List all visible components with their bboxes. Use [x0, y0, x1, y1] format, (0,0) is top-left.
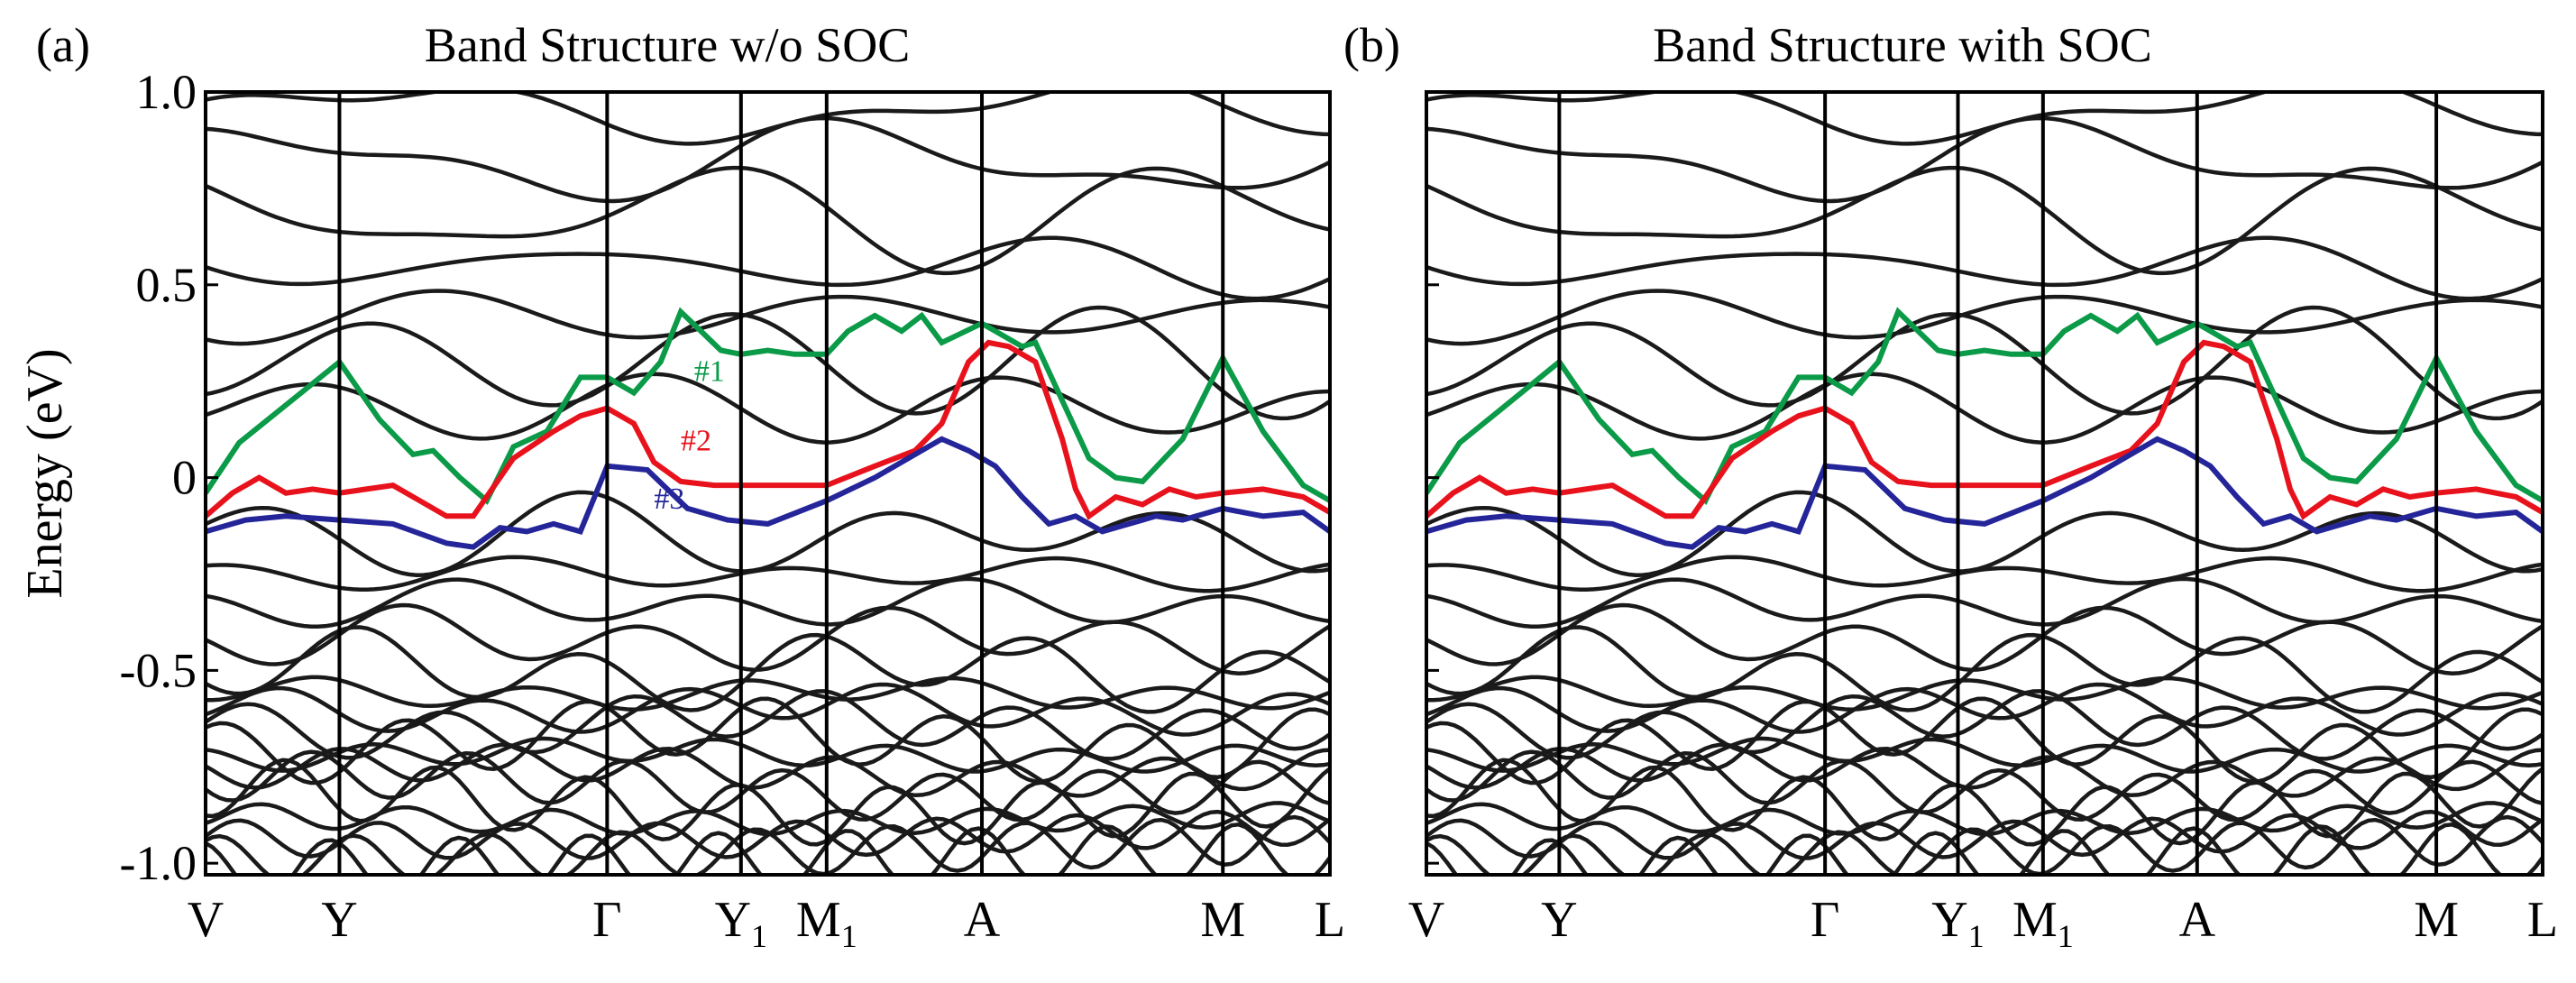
band-line-6 — [206, 372, 1330, 445]
band-line-11 — [1426, 625, 2543, 714]
kpoint-label: L — [2527, 892, 2558, 948]
highlighted-band-1 — [1426, 307, 2543, 506]
band-line-7 — [1426, 490, 2543, 577]
band-line-22 — [1426, 814, 2543, 875]
y-tick-label: 0.5 — [136, 258, 197, 312]
band-line-5 — [1426, 305, 2543, 421]
band-lines — [1426, 92, 2543, 875]
band-label-2: #2 — [681, 425, 711, 458]
band-line-19 — [206, 758, 1330, 847]
band-line-23 — [206, 822, 1330, 875]
kpoint-label: M1 — [796, 892, 857, 954]
band-label-3: #3 — [654, 482, 684, 516]
panel-a-label: (a) — [36, 18, 90, 72]
band-line-16 — [1426, 736, 2543, 774]
panel-a-title: Band Structure w/o SOC — [425, 18, 910, 72]
band-line-19 — [1426, 758, 2543, 847]
band-label-1: #1 — [694, 355, 725, 389]
band-line-7 — [206, 490, 1330, 577]
band-line-6 — [1426, 372, 2543, 445]
kpoint-label: M — [2414, 892, 2459, 948]
kpoint-label: Y — [321, 892, 357, 948]
band-line-15 — [206, 696, 1330, 785]
band-line-1 — [1426, 115, 2543, 204]
highlighted-band-1 — [206, 307, 1330, 505]
highlighted-band-2 — [1426, 339, 2543, 520]
band-line-11 — [206, 625, 1330, 714]
band-line-16 — [206, 736, 1330, 774]
panel-b-band-structure-with-soc: (b) Band Structure with SOC V Y Γ Y1 M1 A M L — [1343, 18, 2558, 954]
band-line-10 — [1426, 602, 2543, 675]
band-line-9 — [206, 576, 1330, 629]
plot-frame — [204, 90, 1332, 877]
y-axis-label: Energy (eV) — [17, 348, 73, 598]
band-line-4 — [206, 289, 1330, 346]
y-tick-label: 0 — [172, 451, 197, 505]
band-line-21 — [206, 809, 1330, 860]
band-line-10 — [206, 602, 1330, 675]
kpoint-label: M — [1200, 892, 1245, 948]
kpoint-label: V — [1408, 892, 1444, 948]
highlighted-band-2 — [206, 339, 1330, 520]
band-line-12 — [1426, 675, 2543, 712]
band-line-2 — [206, 165, 1330, 276]
kpoint-label: Y — [1541, 892, 1577, 948]
band-line-3 — [206, 235, 1330, 301]
band-line-3 — [1426, 235, 2543, 301]
band-line-12 — [206, 675, 1330, 712]
band-line-5 — [206, 305, 1330, 421]
band-line-17 — [206, 742, 1330, 798]
kpoint-label: Γ — [1811, 892, 1839, 948]
band-line-0 — [206, 92, 1330, 146]
panel-b-title: Band Structure with SOC — [1653, 18, 2151, 72]
band-line-0 — [1426, 92, 2543, 146]
kpoint-label: V — [188, 892, 224, 948]
kpoint-label: A — [964, 892, 1001, 948]
band-line-14 — [206, 689, 1330, 761]
band-line-15 — [1426, 696, 2543, 785]
panel-a-band-structure-without-soc: (a) Band Structure w/o SOC Energy (eV) #… — [17, 18, 1345, 954]
kpoint-label: Y1 — [715, 892, 767, 954]
kpoint-label: L — [1315, 892, 1345, 948]
band-line-1 — [206, 115, 1330, 204]
band-line-9 — [1426, 576, 2543, 629]
band-line-23 — [1426, 822, 2543, 875]
band-line-21 — [1426, 809, 2543, 860]
band-lines — [206, 92, 1330, 875]
kpoint-label: Γ — [592, 892, 621, 948]
y-tick-label: -1.0 — [120, 836, 197, 890]
band-line-2 — [1426, 165, 2543, 276]
band-line-14 — [1426, 689, 2543, 761]
y-tick-label: 1.0 — [136, 65, 197, 119]
kpoint-label: Y1 — [1931, 892, 1984, 954]
y-tick-label: -0.5 — [120, 643, 197, 697]
plot-frame — [1425, 90, 2544, 877]
band-line-22 — [206, 814, 1330, 875]
panel-b-label: (b) — [1343, 18, 1400, 72]
band-line-17 — [1426, 742, 2543, 798]
band-line-8 — [1426, 555, 2543, 593]
panel-b-plot-area: V Y Γ Y1 M1 A M L — [1408, 90, 2558, 954]
band-line-8 — [206, 555, 1330, 593]
panel-a-plot-area: #1 #2 #3 1.0 0.5 0 -0.5 -1.0V Y Γ Y1 M1 A M L — [120, 65, 1346, 954]
kpoint-label: A — [2179, 892, 2216, 948]
kpoint-label: M1 — [2012, 892, 2074, 954]
band-line-4 — [1426, 289, 2543, 346]
